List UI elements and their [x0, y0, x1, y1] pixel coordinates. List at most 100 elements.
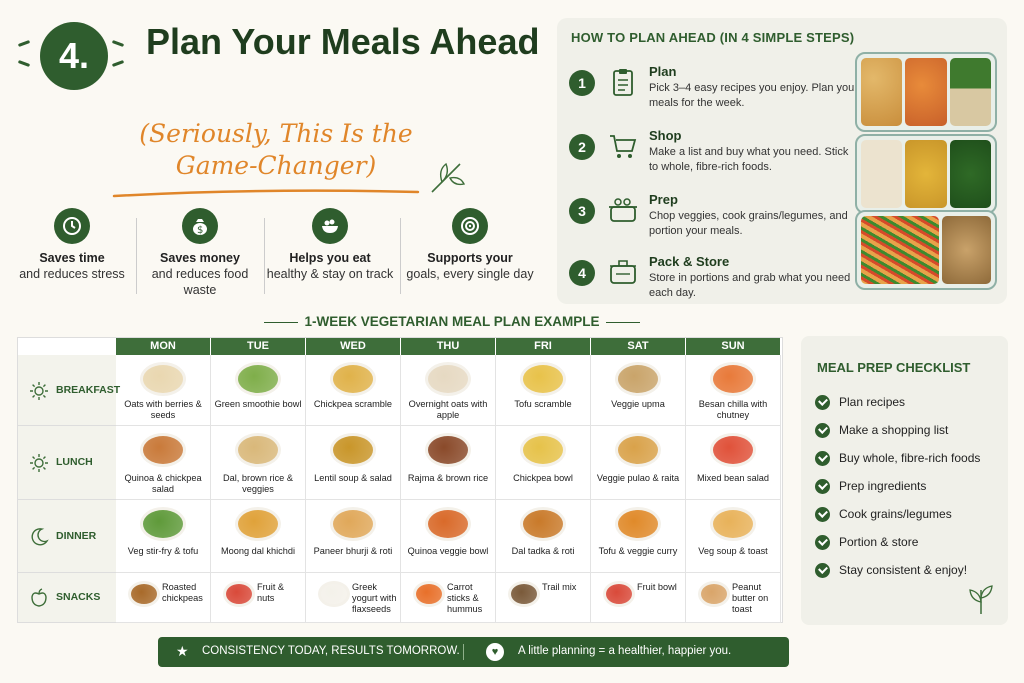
meal-name: Oats with berries & seeds — [124, 399, 202, 420]
step-item: 1 Plan Pick 3–4 easy recipes you enjoy. … — [569, 62, 859, 118]
food-bowl-image — [140, 362, 186, 396]
meal-name: Besan chilla with chutney — [698, 399, 768, 420]
food-bowl-image — [235, 362, 281, 396]
food-bowl-image — [413, 581, 445, 607]
meal-plan-heading: 1-WEEK VEGETARIAN MEAL PLAN EXAMPLE — [246, 314, 658, 329]
check-icon — [815, 507, 830, 522]
step-desc: Pick 3–4 easy recipes you enjoy. Plan yo… — [649, 82, 858, 109]
step-title: Shop — [649, 128, 682, 143]
row-label-text: DINNER — [56, 529, 97, 542]
food-bowl-image — [508, 581, 540, 607]
meal-name: Paneer bhurji & roti — [313, 546, 393, 556]
meal-name: Trail mix — [542, 582, 577, 592]
meal-name: Quinoa veggie bowl — [407, 546, 489, 556]
row-label-text: LUNCH — [56, 456, 93, 468]
meal-cell: Moong dal khichdi — [211, 500, 306, 573]
meal-cell: Roasted chickpeas — [116, 573, 211, 623]
step-number: 3 — [569, 198, 595, 224]
divider — [264, 218, 265, 294]
food-bowl-image — [603, 581, 635, 607]
food-bowl-image — [710, 433, 756, 467]
day-header-mon: MON — [116, 338, 211, 355]
meal-cell: Carrot sticks & hummus — [401, 573, 496, 623]
benefit-desc: healthy & stay on track — [266, 267, 394, 281]
row-label-text: SNACKS — [56, 591, 101, 603]
meal-name: Mixed bean salad — [696, 473, 769, 483]
food-bowl-image — [520, 507, 566, 541]
step-number-badge: 4. — [40, 22, 108, 90]
container-icon — [610, 260, 636, 284]
meal-cell: Besan chilla with chutney — [686, 355, 781, 426]
sun-icon — [28, 380, 50, 402]
meal-name: Roasted chickpeas — [162, 582, 203, 603]
checklist-item-label: Buy whole, fibre-rich foods — [839, 451, 981, 465]
meal-name: Veg stir-fry & tofu — [127, 546, 199, 556]
food-bowl-image — [425, 507, 471, 541]
step-title: Prep — [649, 192, 678, 207]
divider — [400, 218, 401, 294]
money-bag-icon: $ — [182, 208, 218, 244]
food-bowl-image — [710, 362, 756, 396]
meal-cell: Quinoa veggie bowl — [401, 500, 496, 573]
meal-name: Fruit bowl — [637, 582, 677, 592]
meal-plan-heading-text: 1-WEEK VEGETARIAN MEAL PLAN EXAMPLE — [304, 314, 600, 329]
food-bowl-image — [330, 362, 376, 396]
meal-cell: Rajma & brown rice — [401, 426, 496, 500]
row-label-dinner: DINNER — [18, 500, 116, 573]
food-bowl-image — [330, 507, 376, 541]
accent-mark — [17, 60, 31, 67]
meal-cell: Peanut butter on toast — [686, 573, 781, 623]
salad-bowl-icon — [312, 208, 348, 244]
meal-plan-table: MON TUE WED THU FRI SAT SUN BREAKFAST Oats with … — [17, 337, 783, 623]
apple-icon — [28, 587, 50, 609]
meal-prep-checklist: MEAL PREP CHECKLIST Plan recipes Make a … — [801, 336, 1008, 625]
meal-cell: Green smoothie bowl — [211, 355, 306, 426]
food-bowl-image — [698, 581, 730, 607]
check-icon — [815, 423, 830, 438]
food-bowl-image — [615, 362, 661, 396]
step-item: 3 Prep Chop veggies, cook grains/legumes… — [569, 190, 859, 246]
meal-name: Green smoothie bowl — [214, 399, 302, 409]
steps-panel: HOW TO PLAN AHEAD (IN 4 SIMPLE STEPS) 1 … — [557, 18, 1007, 304]
steps-title: HOW TO PLAN AHEAD (IN 4 SIMPLE STEPS) — [571, 30, 855, 45]
meal-cell: Veggie upma — [591, 355, 686, 426]
footer-right-text: A little planning = a healthier, happier… — [518, 645, 732, 657]
benefit-item: Supports your goals, every single day — [404, 208, 536, 282]
food-bowl-image — [615, 433, 661, 467]
page-subtitle: (Seriously, This Is the Game-Changer) — [139, 119, 413, 180]
meal-name: Chickpea bowl — [513, 473, 573, 483]
check-icon — [815, 563, 830, 578]
meal-prep-container-image — [855, 52, 997, 132]
check-icon — [815, 395, 830, 410]
meal-name: Tofu & veggie curry — [598, 546, 678, 556]
checklist-item-label: Plan recipes — [839, 395, 906, 409]
step-desc: Make a list and buy what you need. Stick… — [649, 146, 849, 173]
checklist-item-label: Prep ingredients — [839, 479, 927, 493]
checklist-item-label: Stay consistent & enjoy! — [839, 563, 968, 577]
day-header-sun: SUN — [686, 338, 781, 355]
meal-name: Tofu scramble — [514, 399, 572, 409]
meal-cell: Trail mix — [496, 573, 591, 623]
day-header-sat: SAT — [591, 338, 686, 355]
day-header-tue: TUE — [211, 338, 306, 355]
meal-name: Greek yogurt with flaxseeds — [352, 582, 397, 614]
star-icon: ★ — [176, 643, 189, 659]
benefit-desc: and reduces stress — [19, 267, 125, 281]
meal-cell: Oats with berries & seeds — [116, 355, 211, 426]
meal-cell: Tofu & veggie curry — [591, 500, 686, 573]
row-label-text: BREAKFAST — [56, 383, 121, 396]
meal-name: Lentil soup & salad — [314, 473, 392, 483]
meal-cell: Dal tadka & roti — [496, 500, 591, 573]
food-bowl-image — [128, 581, 160, 607]
meal-name: Carrot sticks & hummus — [447, 582, 483, 614]
meal-name: Chickpea scramble — [313, 399, 393, 409]
benefit-desc: and reduces food waste — [151, 267, 249, 297]
meal-cell: Veg stir-fry & tofu — [116, 500, 211, 573]
checklist-item-label: Portion & store — [839, 535, 919, 549]
day-header-fri: FRI — [496, 338, 591, 355]
food-bowl-image — [330, 433, 376, 467]
benefit-title: Saves time — [39, 251, 105, 265]
meal-cell: Mixed bean salad — [686, 426, 781, 500]
meal-cell: Quinoa & chickpea salad — [116, 426, 211, 500]
row-label-breakfast: BREAKFAST — [18, 355, 120, 426]
